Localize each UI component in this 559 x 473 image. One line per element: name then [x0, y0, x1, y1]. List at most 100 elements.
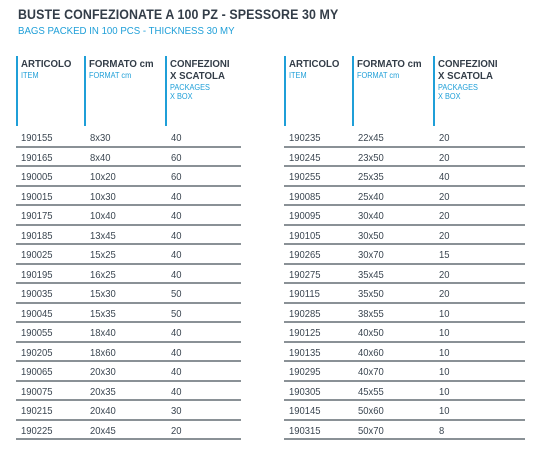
format-cell: 25x35: [358, 171, 384, 183]
article-code-cell: 190255: [289, 171, 321, 183]
table-body: 190235 22x45 20 190245 23x50 20 190255 25x35 40 1…: [284, 128, 525, 440]
format-cell: 18x40: [90, 327, 116, 339]
format-cell: 10x20: [90, 171, 116, 183]
table-row: 190275 35x45 20: [284, 265, 525, 284]
packages-cell: 10: [439, 385, 450, 398]
article-code-cell: 190065: [21, 366, 53, 378]
format-cell: 38x55: [358, 307, 384, 320]
format-cell: 35x50: [358, 288, 384, 300]
table-row: 190285 38x55 10: [284, 304, 525, 323]
article-code-cell: 190175: [21, 210, 53, 222]
table-row: 190085 25x40 20: [284, 187, 525, 206]
format-cell: 20x40: [90, 405, 116, 417]
column-divider: [16, 56, 18, 126]
table-row: 190145 50x60 10: [284, 401, 525, 421]
format-cell: 8x30: [90, 132, 111, 144]
header-xbox-label: X BOX: [170, 92, 193, 101]
table-row: 190255 25x35 40: [284, 167, 525, 187]
packages-cell: 20: [439, 210, 450, 222]
table-row: 190005 10x20 60: [16, 167, 241, 187]
header-item-label: ITEM: [289, 71, 307, 80]
column-divider: [284, 56, 286, 126]
page-title: BUSTE CONFEZIONATE A 100 PZ - SPESSORE 3…: [18, 7, 339, 22]
header-packages: CONFEZIONI X SCATOLA PACKAGES X BOX: [170, 58, 235, 101]
format-cell: 10x40: [90, 210, 116, 222]
header-article: ARTICOLO ITEM: [289, 58, 344, 80]
article-code-cell: 190075: [21, 385, 53, 398]
header-format: FORMATO cm FORMAT cm: [89, 58, 159, 80]
format-cell: 45x55: [358, 385, 384, 398]
article-code-cell: 190155: [21, 132, 53, 144]
packages-cell: 20: [171, 424, 182, 437]
article-code-cell: 190035: [21, 288, 53, 300]
format-cell: 30x50: [358, 229, 384, 242]
packages-cell: 10: [439, 405, 450, 417]
article-code-cell: 190225: [21, 424, 53, 437]
packages-cell: 40: [171, 366, 182, 378]
table-row: 190215 20x40 30: [16, 401, 241, 421]
product-table-right: ARTICOLO ITEM FORMATO cm FORMAT cm CONFE…: [284, 54, 525, 440]
format-cell: 50x60: [358, 405, 384, 417]
article-code-cell: 190305: [289, 385, 321, 398]
product-table-left: ARTICOLO ITEM FORMATO cm FORMAT cm CONFE…: [16, 54, 241, 440]
packages-cell: 20: [439, 268, 450, 281]
article-code-cell: 190105: [289, 229, 321, 242]
article-code-cell: 190275: [289, 268, 321, 281]
format-cell: 10x30: [90, 190, 116, 203]
table-row: 190195 16x25 40: [16, 265, 241, 284]
column-divider: [352, 56, 354, 126]
format-cell: 35x45: [358, 268, 384, 281]
header-format-sub-label: FORMAT cm: [89, 71, 132, 80]
packages-cell: 20: [439, 288, 450, 300]
header-article-label: ARTICOLO: [21, 58, 72, 70]
table-row: 190045 15x35 50: [16, 304, 241, 323]
format-cell: 15x35: [90, 307, 116, 320]
format-cell: 25x40: [358, 190, 384, 203]
article-code-cell: 190085: [289, 190, 321, 203]
table-row: 190035 15x30 50: [16, 284, 241, 304]
format-cell: 8x40: [90, 151, 111, 164]
format-cell: 23x50: [358, 151, 384, 164]
format-cell: 18x60: [90, 346, 116, 359]
format-cell: 50x70: [358, 424, 384, 437]
packages-cell: 40: [171, 229, 182, 242]
format-cell: 22x45: [358, 132, 384, 144]
table-row: 190165 8x40 60: [16, 148, 241, 167]
article-code-cell: 190215: [21, 405, 53, 417]
format-cell: 20x45: [90, 424, 116, 437]
article-code-cell: 190145: [289, 405, 321, 417]
packages-cell: 20: [439, 190, 450, 203]
article-code-cell: 190025: [21, 249, 53, 261]
packages-cell: 40: [439, 171, 450, 183]
article-code-cell: 190205: [21, 346, 53, 359]
table-row: 190315 50x70 8: [284, 421, 525, 440]
header-confezioni-label: CONFEZIONI: [438, 58, 498, 70]
packages-cell: 10: [439, 327, 450, 339]
packages-cell: 15: [439, 249, 450, 261]
article-code-cell: 190195: [21, 268, 53, 281]
packages-cell: 40: [171, 346, 182, 359]
article-code-cell: 190135: [289, 346, 321, 359]
format-cell: 40x70: [358, 366, 384, 378]
table-row: 190245 23x50 20: [284, 148, 525, 167]
format-cell: 40x50: [358, 327, 384, 339]
header-article-label: ARTICOLO: [289, 58, 340, 70]
header-confezioni-label: CONFEZIONI: [170, 58, 230, 70]
header-format-label: FORMATO cm: [357, 58, 422, 70]
header-format: FORMATO cm FORMAT cm: [357, 58, 427, 80]
packages-cell: 40: [171, 132, 182, 144]
packages-cell: 10: [439, 346, 450, 359]
article-code-cell: 190005: [21, 171, 53, 183]
table-row: 190185 13x45 40: [16, 226, 241, 245]
header-item-label: ITEM: [21, 71, 39, 80]
table-row: 190225 20x45 20: [16, 421, 241, 440]
packages-cell: 20: [439, 229, 450, 242]
packages-cell: 40: [171, 385, 182, 398]
table-row: 190025 15x25 40: [16, 245, 241, 265]
packages-cell: 40: [171, 327, 182, 339]
table-row: 190135 40x60 10: [284, 343, 525, 362]
header-format-sub-label: FORMAT cm: [357, 71, 400, 80]
packages-cell: 60: [171, 171, 182, 183]
packages-cell: 20: [439, 151, 450, 164]
column-divider: [433, 56, 435, 126]
